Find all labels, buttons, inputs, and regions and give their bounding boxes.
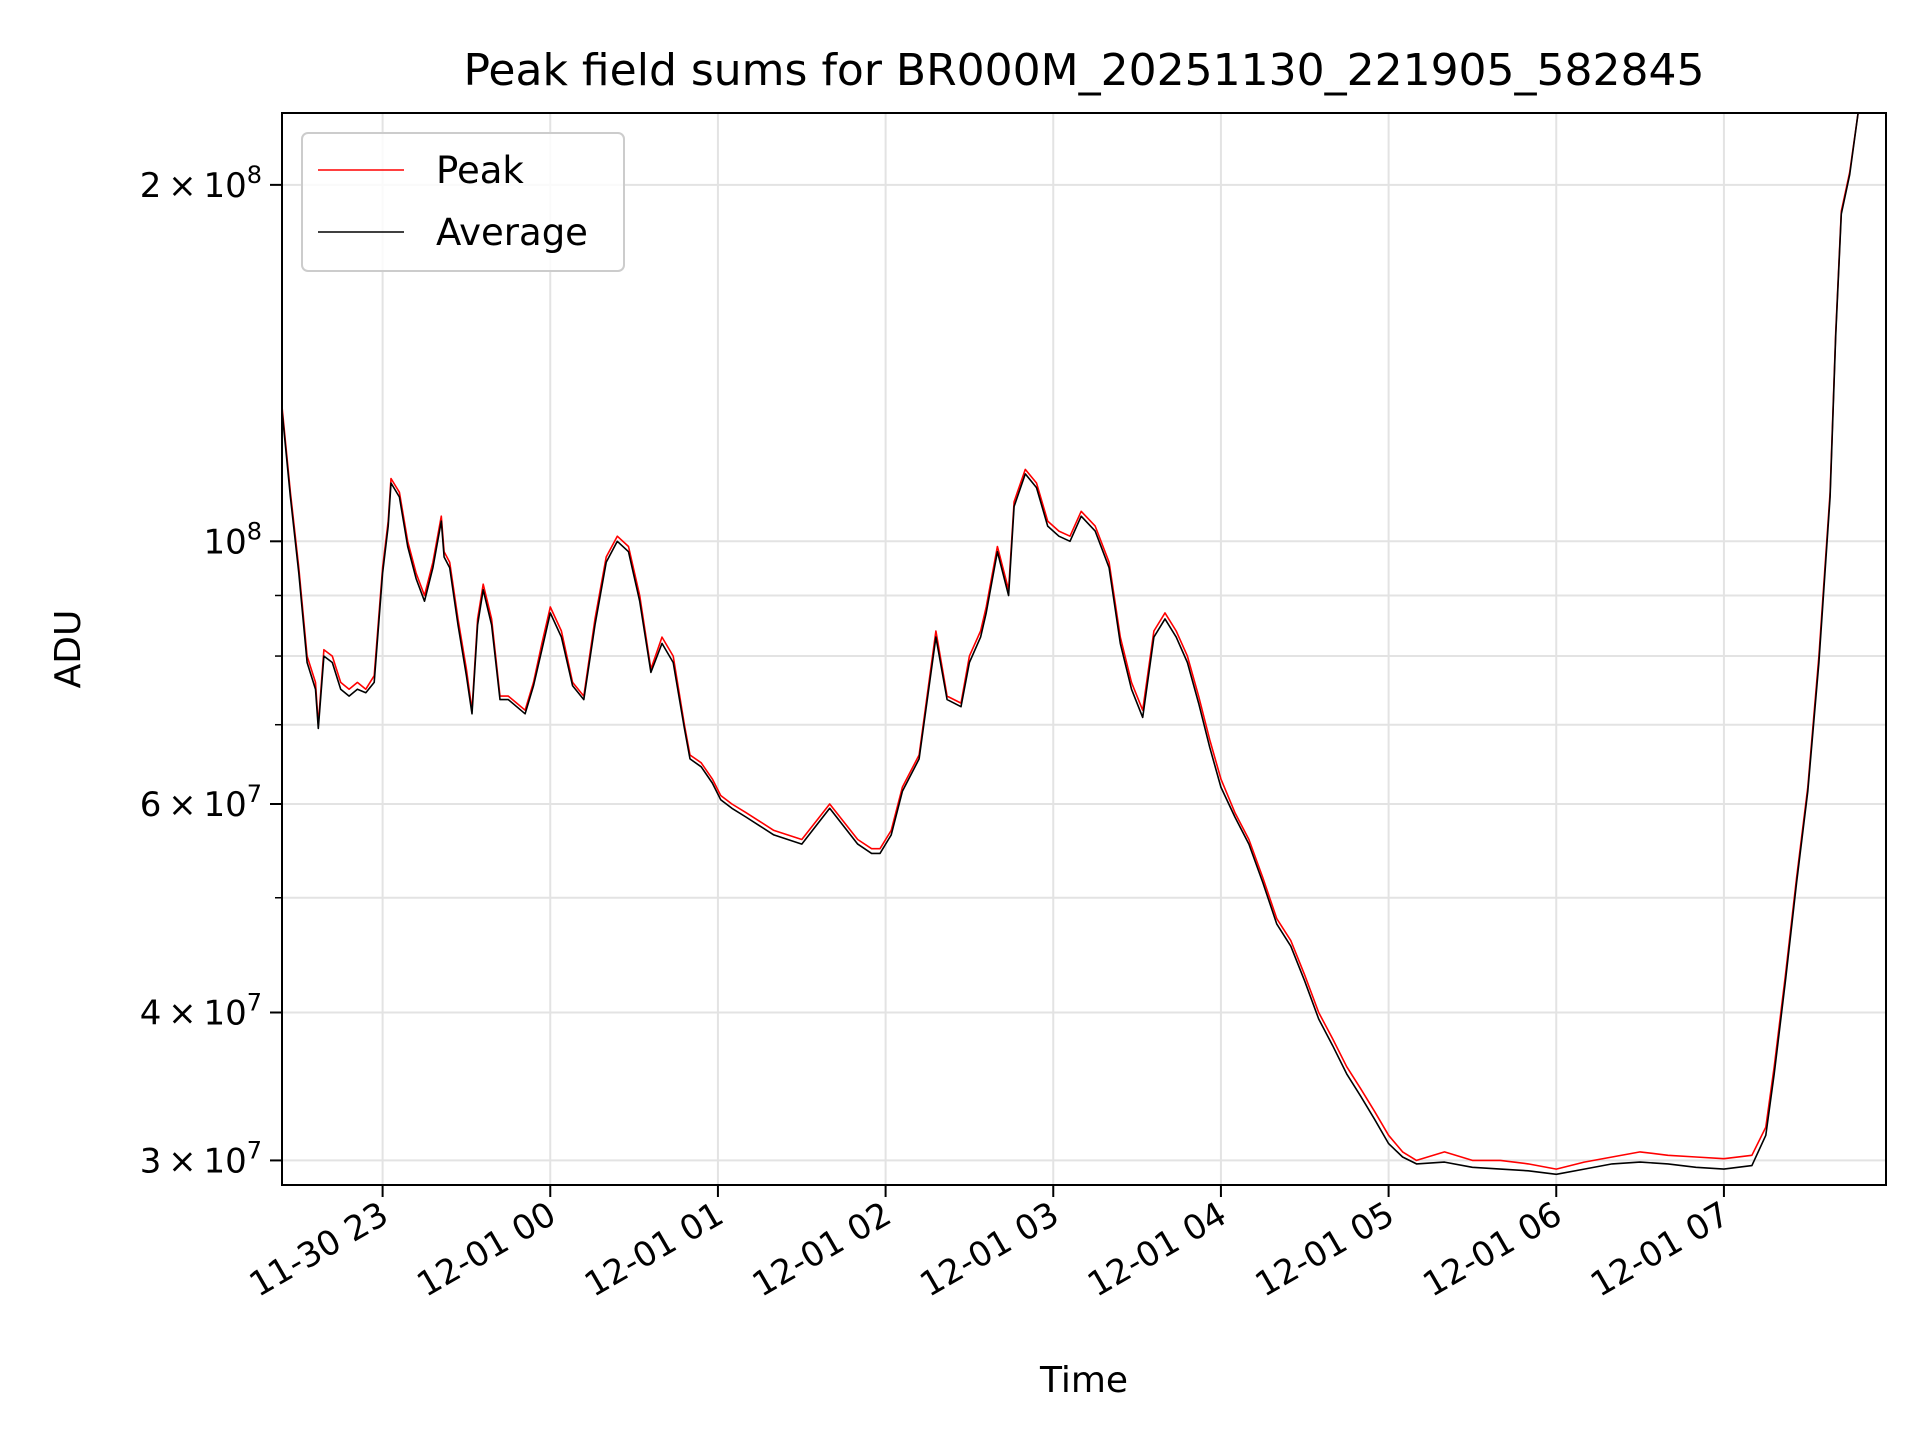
legend-box [301,132,625,272]
plot-series [281,112,1859,1176]
y-tick-label: 6 × 107 [140,780,262,825]
y-tick-label: 4 × 107 [140,988,262,1033]
chart-title: Peak field sums for BR000M_20251130_2219… [463,45,1704,96]
x-tick-label: 12-01 02 [746,1194,898,1305]
x-axis-label: Time [1039,1360,1128,1401]
plot-frame [281,112,1887,1186]
x-tick-label: 12-01 05 [1249,1194,1401,1305]
grid-lines [282,113,1886,1185]
y-tick-label: 108 [203,517,262,562]
x-tick-label: 12-01 04 [1081,1194,1233,1305]
y-tick-label: 2 × 108 [140,161,262,206]
series-line-average [281,112,1859,1176]
legend-label-peak: Peak [436,149,524,192]
x-tick-label: 12-01 01 [578,1194,730,1305]
x-tick-label: 12-01 00 [410,1194,562,1305]
x-axis: 11-30 23 12-01 00 12-01 01 12-01 02 12-01 03… [243,1185,1736,1305]
x-tick-label: 12-01 07 [1584,1194,1736,1305]
y-tick-label: 3 × 107 [140,1136,262,1181]
y-axis-label: ADU [48,610,89,689]
x-tick-label: 12-01 06 [1416,1194,1568,1305]
x-tick-label: 11-30 23 [243,1194,395,1305]
legend: Peak Average [301,132,625,272]
legend-label-average: Average [436,211,588,254]
y-axis: 3 × 107 4 × 107 6 × 107 108 2 × 108 [140,161,282,1181]
x-tick-label: 12-01 03 [913,1194,1065,1305]
